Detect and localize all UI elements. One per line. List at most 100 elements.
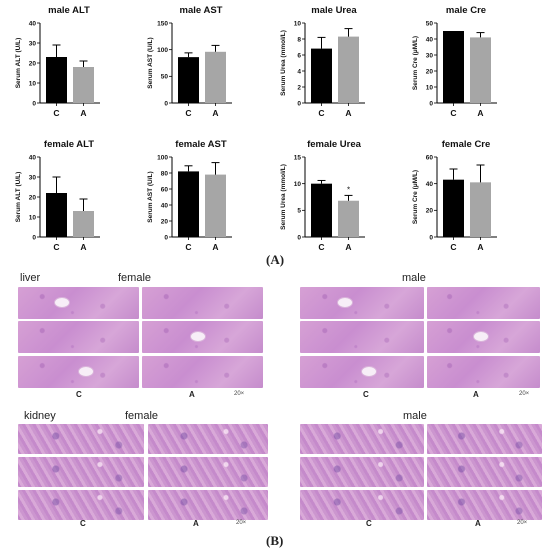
vessel-lumen	[54, 296, 71, 308]
liver-female-a-image-2	[142, 321, 263, 353]
x-tick-label: C	[318, 108, 324, 118]
panel-b-label: (B)	[266, 533, 284, 548]
x-tick-label: A	[80, 108, 86, 118]
bar-a	[73, 67, 94, 103]
kidney-female-title: female	[125, 410, 159, 422]
chart-female-urea: female Urea Serum Urea (mmol/L) 0 5 10 15 C A *	[280, 139, 365, 250]
y-tick-label: 30	[29, 174, 37, 181]
y-tick-label: 4	[297, 68, 301, 75]
kidney-male-a-label: A	[475, 519, 481, 528]
vessel-lumen	[472, 330, 489, 342]
panel-a-label: (A)	[266, 252, 285, 267]
y-tick-label: 100	[157, 47, 168, 54]
kidney-male-c-label: C	[366, 519, 372, 528]
vessel-lumen	[190, 330, 207, 342]
y-tick-label: 20	[29, 60, 37, 67]
y-tick-label: 20	[161, 218, 169, 225]
y-tick-label: 30	[426, 52, 434, 59]
kidney-female-c-label: C	[80, 519, 86, 528]
y-axis-label: Serum ALT (U/L)	[15, 172, 22, 223]
y-tick-label: 80	[161, 170, 169, 177]
y-tick-label: 0	[164, 234, 168, 241]
chart-title: male AST	[180, 5, 223, 16]
y-axis-label: Serum Cre (μM/L)	[412, 170, 419, 224]
bar-c	[46, 193, 67, 237]
kidney-female-magnification: 20×	[236, 520, 247, 526]
y-tick-label: 50	[426, 20, 434, 27]
liver-female-c-image-2	[18, 321, 139, 353]
y-tick-label: 40	[426, 181, 434, 188]
y-tick-label: 10	[29, 214, 37, 221]
y-tick-label: 20	[426, 68, 434, 75]
bar-c	[178, 57, 199, 103]
bar-a	[470, 37, 491, 103]
y-tick-label: 0	[429, 100, 433, 107]
y-tick-label: 5	[297, 208, 301, 215]
liver-female-a-image-3	[142, 356, 263, 388]
y-tick-label: 40	[161, 202, 169, 209]
y-tick-label: 10	[294, 20, 302, 27]
y-tick-label: 60	[426, 154, 434, 161]
y-tick-label: 8	[297, 36, 301, 43]
chart-female-alt: female ALT Serum ALT (U/L) 0 10 20 30 40 C A	[15, 139, 100, 250]
liver-male-a-image-2	[427, 321, 540, 353]
bar-a	[205, 174, 226, 237]
y-tick-label: 0	[32, 234, 36, 241]
bar-c	[443, 31, 464, 103]
bar-a	[338, 36, 359, 103]
y-tick-label: 30	[29, 40, 37, 47]
y-tick-label: 10	[29, 80, 37, 87]
liver-male-a-image-1	[427, 287, 540, 319]
y-tick-label: 0	[297, 100, 301, 107]
liver-male-magnification: 20×	[519, 391, 530, 397]
significance-marker: *	[347, 185, 350, 194]
chart-title: female ALT	[44, 139, 94, 150]
bar-c	[178, 171, 199, 237]
x-tick-label: C	[450, 108, 456, 118]
kidney-male-c-image-3	[300, 490, 424, 520]
liver-tissue-label: liver	[20, 272, 41, 284]
chart-male-urea: male Urea Serum Urea (mmol/L) 0 2 4 6 8 10 C A	[280, 5, 365, 118]
kidney-female-c-image-2	[18, 457, 144, 487]
y-tick-label: 100	[157, 154, 168, 161]
chart-title: female AST	[175, 139, 227, 150]
liver-female-c-image-1	[18, 287, 139, 319]
y-tick-label: 20	[426, 208, 434, 215]
chart-title: male ALT	[48, 5, 90, 16]
bar-a	[470, 182, 491, 237]
chart-male-cre: male Cre Serum Cre (μM/L) 0 10 20 30 40 50 C A	[412, 5, 497, 118]
liver-female-c-image-3	[18, 356, 139, 388]
x-tick-label: A	[477, 108, 483, 118]
kidney-male-c-image-2	[300, 457, 424, 487]
x-tick-label: A	[212, 108, 218, 118]
kidney-female-a-label: A	[193, 519, 199, 528]
y-tick-label: 15	[294, 154, 302, 161]
bar-c	[311, 183, 332, 237]
x-tick-label: C	[318, 242, 324, 250]
liver-female-a-label: A	[189, 390, 195, 399]
bar-a	[73, 211, 94, 237]
y-tick-label: 150	[157, 20, 168, 27]
liver-female-c-label: C	[76, 390, 82, 399]
kidney-male-a-image-3	[427, 490, 542, 520]
kidney-male-c-image-1	[300, 424, 424, 454]
liver-female-magnification: 20×	[234, 391, 245, 397]
bar-c	[311, 48, 332, 103]
y-axis-label: Serum Cre (μM/L)	[412, 36, 419, 90]
y-tick-label: 10	[426, 84, 434, 91]
y-tick-label: 2	[297, 84, 301, 91]
y-tick-label: 50	[161, 74, 169, 81]
y-tick-label: 6	[297, 52, 301, 59]
kidney-male-a-image-1	[427, 424, 542, 454]
x-tick-label: A	[80, 242, 86, 250]
y-tick-label: 40	[29, 154, 37, 161]
bar-c	[46, 57, 67, 103]
kidney-male-title: male	[403, 410, 427, 422]
liver-male-a-label: A	[473, 390, 479, 399]
vessel-lumen	[337, 296, 354, 308]
y-tick-label: 20	[29, 194, 37, 201]
kidney-female-a-image-2	[148, 457, 268, 487]
y-tick-label: 60	[161, 186, 169, 193]
bar-c	[443, 179, 464, 237]
